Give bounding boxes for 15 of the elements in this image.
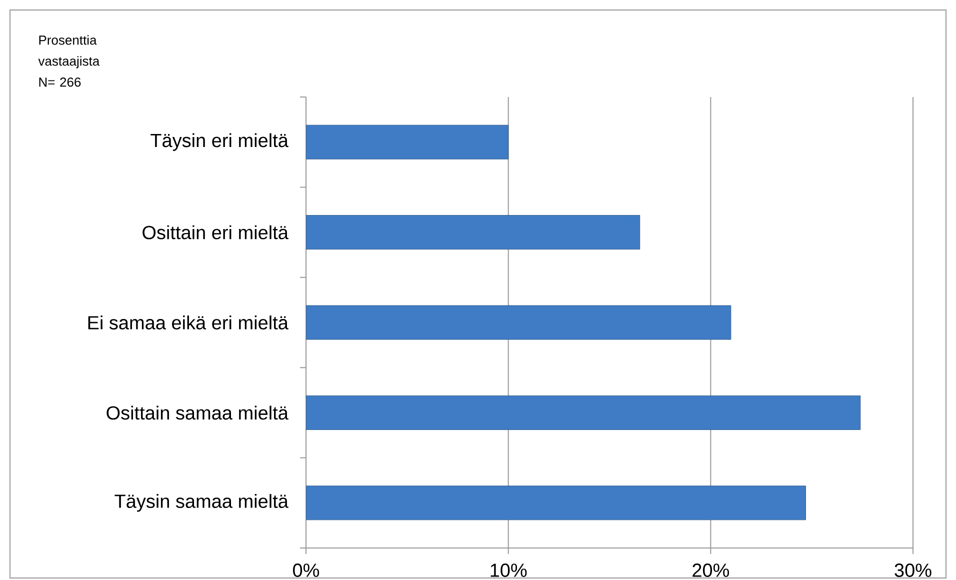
bar — [306, 124, 509, 160]
y-tick-label: Täysin eri mieltä — [150, 133, 288, 151]
x-tick-label: 10% — [490, 564, 527, 577]
y-tick-label: Täysin samaa mieltä — [114, 494, 288, 512]
text: Prosenttia vastaajista N= 266 — [38, 35, 100, 87]
bar — [306, 395, 861, 430]
y-tick-label: Osittain eri mieltä — [142, 225, 288, 240]
x-tick-label: 20% — [692, 564, 729, 577]
y-tick-label: Ei samaa eikä eri mieltä — [88, 316, 288, 330]
bar — [306, 486, 806, 520]
bar — [306, 215, 640, 250]
y-tick-label: Osittain samaa mieltä — [106, 406, 288, 420]
x-tick-label: 30% — [894, 564, 932, 577]
x-tick-label: 0% — [293, 564, 320, 577]
bar — [306, 305, 732, 340]
